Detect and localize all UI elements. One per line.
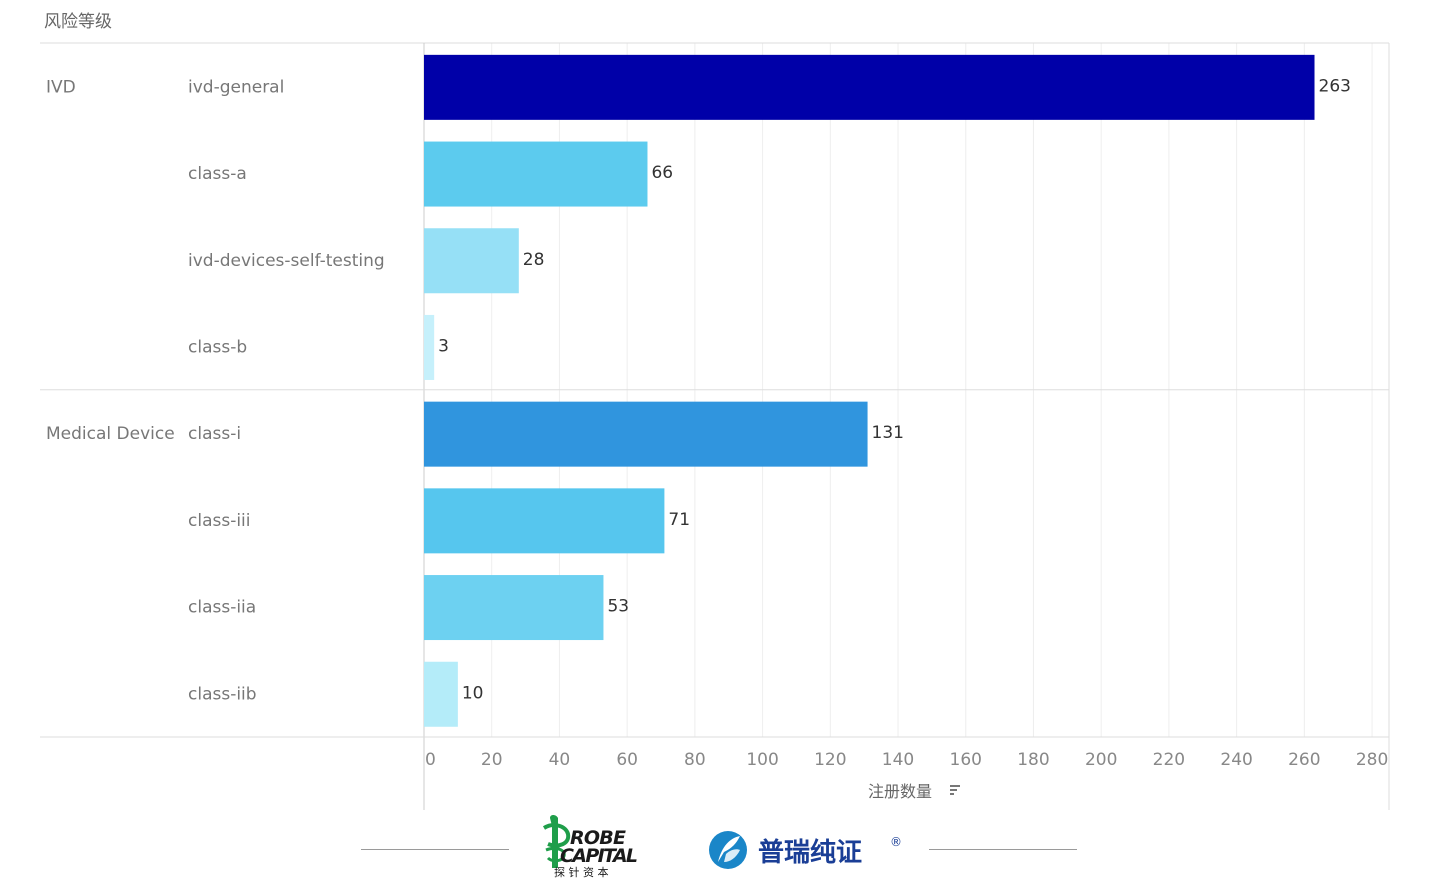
svg-text:探 针 资 本: 探 针 资 本 bbox=[554, 865, 609, 879]
data-label: 131 bbox=[872, 423, 904, 443]
category-label: class-iii bbox=[188, 511, 251, 531]
category-label: class-b bbox=[188, 337, 247, 357]
bar[interactable] bbox=[424, 488, 665, 554]
x-tick-label: 260 bbox=[1288, 750, 1320, 770]
category-label: class-iib bbox=[188, 684, 257, 704]
category-label: class-i bbox=[188, 424, 241, 444]
x-tick-label: 180 bbox=[1017, 750, 1049, 770]
x-tick-label: 20 bbox=[481, 750, 503, 770]
data-label: 28 bbox=[523, 250, 545, 270]
x-tick-label: 120 bbox=[814, 750, 846, 770]
group-label: Medical Device bbox=[46, 424, 175, 444]
group-label: IVD bbox=[46, 77, 76, 97]
bars-layer bbox=[424, 54, 1315, 727]
svg-text:®: ® bbox=[890, 835, 902, 849]
bar[interactable] bbox=[424, 661, 458, 727]
svg-text:CAPITAL: CAPITAL bbox=[560, 845, 638, 867]
category-label: class-iia bbox=[188, 598, 256, 618]
x-tick-label: 0 bbox=[425, 750, 436, 770]
data-label: 53 bbox=[607, 597, 629, 617]
data-label: 66 bbox=[651, 163, 673, 183]
probe-capital-logo: ROBE CAPITAL 探 针 资 本 bbox=[542, 815, 638, 879]
bar[interactable] bbox=[424, 401, 868, 467]
labels-layer: IVD ivd-general 263 class-a 66 ivd-devices-se… bbox=[46, 76, 1351, 704]
category-label: class-a bbox=[188, 164, 247, 184]
x-tick-label: 160 bbox=[950, 750, 982, 770]
x-axis-title[interactable]: 注册数量 bbox=[868, 782, 932, 801]
x-tick-label: 60 bbox=[616, 750, 638, 770]
bar[interactable] bbox=[424, 141, 648, 207]
x-tick-label: 220 bbox=[1153, 750, 1185, 770]
bar[interactable] bbox=[424, 575, 604, 641]
x-tick-label: 280 bbox=[1356, 750, 1388, 770]
sort-icon[interactable] bbox=[950, 785, 960, 795]
bar[interactable] bbox=[424, 228, 519, 294]
x-tick-label: 200 bbox=[1085, 750, 1117, 770]
bar[interactable] bbox=[424, 314, 435, 380]
svg-text:普瑞纯证: 普瑞纯证 bbox=[758, 837, 862, 868]
x-tick-label: 80 bbox=[684, 750, 706, 770]
data-label: 10 bbox=[462, 683, 484, 703]
x-tick-label: 40 bbox=[549, 750, 571, 770]
bar-chart: 风险等级 IVD ivd-general 263 class-a 66 ivd-devic… bbox=[40, 12, 1390, 810]
footer-divider-right bbox=[929, 849, 1077, 850]
row-header-label: 风险等级 bbox=[44, 12, 112, 32]
data-label: 71 bbox=[668, 510, 690, 530]
data-label: 263 bbox=[1319, 76, 1351, 96]
footer-divider-left bbox=[361, 849, 509, 850]
puri-logo: 普瑞纯证 ® bbox=[709, 831, 902, 869]
x-tick-label: 140 bbox=[882, 750, 914, 770]
bar[interactable] bbox=[424, 54, 1315, 120]
category-label: ivd-devices-self-testing bbox=[188, 251, 385, 271]
data-label: 3 bbox=[438, 336, 449, 356]
category-label: ivd-general bbox=[188, 77, 284, 97]
x-tick-label: 100 bbox=[746, 750, 778, 770]
svg-text:ROBE: ROBE bbox=[570, 827, 626, 849]
x-axis: 0 20 40 60 80 100 120 140 160 180 200 220 240 260 280 bbox=[425, 750, 1388, 770]
x-tick-label: 240 bbox=[1220, 750, 1252, 770]
